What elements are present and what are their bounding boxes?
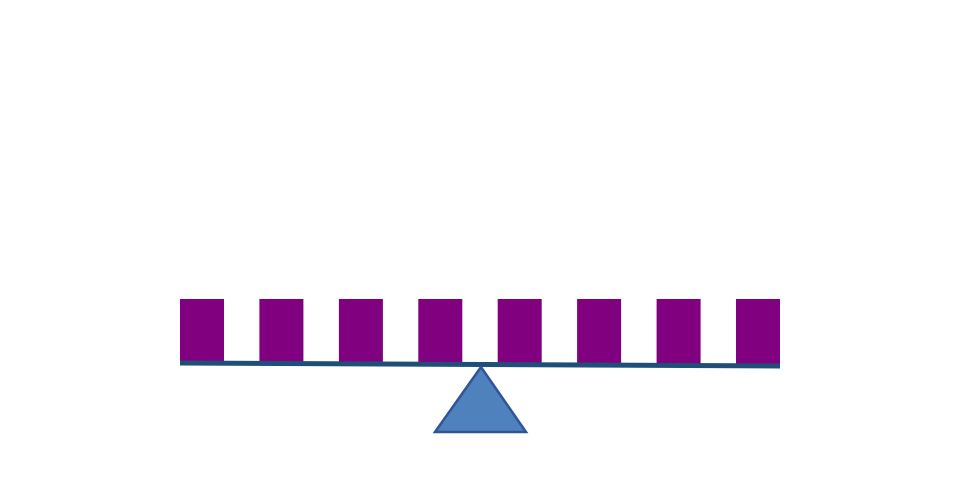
- weight-block-6: [577, 299, 622, 365]
- weight-block-8: [736, 299, 780, 365]
- weight-block-4: [418, 299, 463, 364]
- fulcrum-triangle: [432, 364, 529, 434]
- weight-block-2: [259, 299, 304, 363]
- weight-block-3: [338, 299, 383, 363]
- weight-block-1: [180, 299, 224, 362]
- block-group: [180, 299, 780, 365]
- balance-beam: [179, 360, 781, 369]
- weight-block-7: [656, 299, 701, 365]
- weight-block-5: [497, 299, 542, 364]
